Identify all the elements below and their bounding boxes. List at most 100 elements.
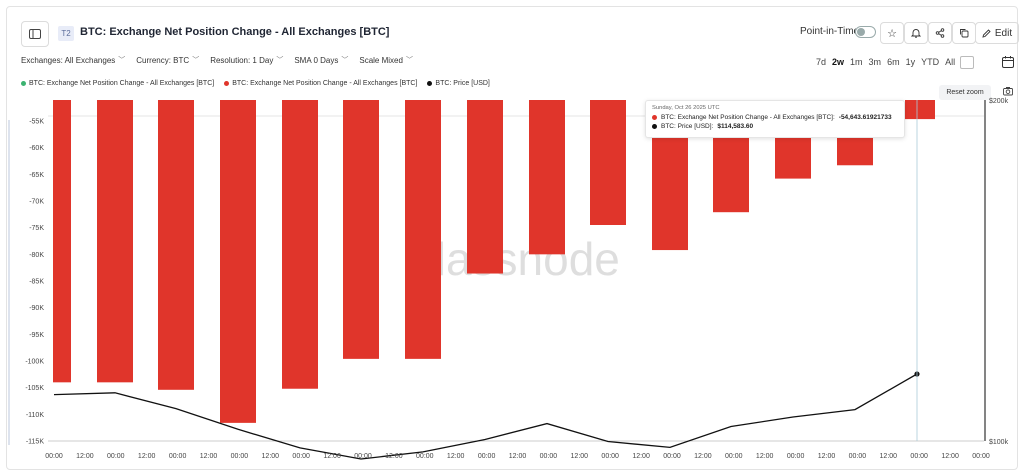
y-axis-tick-label: -75K <box>29 225 44 232</box>
x-axis-tick-label: 12:00 <box>323 453 341 460</box>
bar <box>282 100 318 389</box>
scale-filter[interactable]: Scale Mixed ﹀ <box>359 55 413 65</box>
x-axis-tick-label: 12:00 <box>447 453 465 460</box>
x-axis-tick-label: 12:00 <box>818 453 836 460</box>
bar <box>590 100 626 225</box>
chevron-down-icon: ﹀ <box>192 57 200 64</box>
tooltip-row-price: BTC: Price [USD]: $114,583.60 <box>652 123 898 130</box>
chart-title: BTC: Exchange Net Position Change - All … <box>80 26 390 38</box>
currency-filter[interactable]: Currency: BTC ﹀ <box>136 55 199 65</box>
y-axis-tick-label: -100K <box>25 359 44 366</box>
scale-filter-label: Scale Mixed <box>359 55 403 65</box>
x-axis-tick-label: 00:00 <box>663 453 681 460</box>
x-axis-tick-label: 12:00 <box>571 453 589 460</box>
scroll-indicator <box>8 120 10 445</box>
tooltip-label: BTC: Exchange Net Position Change - All … <box>661 114 835 121</box>
alert-button[interactable] <box>904 22 928 44</box>
tooltip-value: -54,643.61921733 <box>838 114 892 121</box>
x-axis-tick-label: 00:00 <box>725 453 743 460</box>
bar <box>529 100 565 255</box>
x-axis-tick-label: 00:00 <box>231 453 249 460</box>
resolution-filter-label: Resolution: 1 Day <box>210 55 274 65</box>
y-axis-tick-label: -115K <box>26 439 44 446</box>
x-axis-tick-label: 12:00 <box>941 453 959 460</box>
range-7d[interactable]: 7d <box>816 57 827 67</box>
favorite-button[interactable]: ☆ <box>880 22 904 44</box>
copy-icon <box>960 29 969 38</box>
sma-filter-label: SMA 0 Days <box>294 55 339 65</box>
filter-bar: Exchanges: All Exchanges ﹀ Currency: BTC ﹀… <box>21 55 413 65</box>
x-axis-tick-label: 12:00 <box>200 453 218 460</box>
range-selector: 7d 2w 1m 3m 6m 1y YTD All <box>813 55 975 69</box>
range-all[interactable]: All <box>945 57 956 67</box>
pencil-icon <box>982 28 991 38</box>
bar <box>467 100 503 274</box>
y-axis-tick-label: -110K <box>26 412 44 419</box>
legend-dot <box>21 81 26 86</box>
tooltip-dot <box>652 124 657 129</box>
legend-label: BTC: Price [USD] <box>435 80 490 87</box>
y-axis-tick-label: -90K <box>29 305 44 312</box>
currency-filter-label: Currency: BTC <box>136 55 190 65</box>
calendar-icon[interactable] <box>1001 55 1015 69</box>
chevron-down-icon: ﹀ <box>405 57 413 64</box>
edit-button[interactable]: Edit <box>975 22 1019 44</box>
legend-item[interactable]: BTC: Exchange Net Position Change - All … <box>21 80 214 87</box>
y-axis-tick-label: -60K <box>29 145 44 152</box>
x-axis-tick-label: 12:00 <box>385 453 403 460</box>
legend-item[interactable]: BTC: Exchange Net Position Change - All … <box>224 80 417 87</box>
sma-filter[interactable]: SMA 0 Days ﹀ <box>294 55 348 65</box>
point-in-time-label: Point-in-Time <box>800 26 860 37</box>
bar <box>905 100 935 120</box>
bar <box>53 100 71 383</box>
x-axis-tick-label: 00:00 <box>972 453 990 460</box>
sidebar-toggle-button[interactable] <box>21 21 49 47</box>
edit-label: Edit <box>994 27 1013 39</box>
chart-header: T2 BTC: Exchange Net Position Change - A… <box>7 7 1019 51</box>
tooltip-row-net-position: BTC: Exchange Net Position Change - All … <box>652 114 898 121</box>
bar <box>220 100 256 423</box>
x-axis-tick-label: 00:00 <box>540 453 558 460</box>
x-axis-tick-label: 12:00 <box>694 453 712 460</box>
x-axis-tick-label: 00:00 <box>107 453 125 460</box>
bell-icon <box>911 29 921 38</box>
camera-icon[interactable] <box>1003 86 1013 96</box>
custom-range-icon[interactable] <box>960 56 975 69</box>
exchanges-filter[interactable]: Exchanges: All Exchanges ﹀ <box>21 55 125 65</box>
y-axis-tick-label: -85K <box>29 279 44 286</box>
y-axis-tick-label: -80K <box>29 252 44 259</box>
y-axis-tick-label: -65K <box>29 172 44 179</box>
range-3m[interactable]: 3m <box>868 57 882 67</box>
x-axis-tick-label: 00:00 <box>601 453 619 460</box>
chart-legend: BTC: Exchange Net Position Change - All … <box>21 80 490 87</box>
reset-zoom-button[interactable]: Reset zoom <box>939 85 991 100</box>
share-button[interactable] <box>928 22 952 44</box>
range-ytd[interactable]: YTD <box>921 57 940 67</box>
range-1y[interactable]: 1y <box>905 57 916 67</box>
bar <box>97 100 133 383</box>
range-6m[interactable]: 6m <box>887 57 900 67</box>
exchanges-filter-label: Exchanges: All Exchanges <box>21 55 116 65</box>
right-axis-tick-label: $100k <box>989 439 1009 446</box>
x-axis-tick-label: 12:00 <box>76 453 94 460</box>
legend-item[interactable]: BTC: Price [USD] <box>427 80 490 87</box>
x-axis-tick-label: 12:00 <box>138 453 156 460</box>
point-in-time-toggle[interactable] <box>855 26 876 38</box>
x-axis-tick-label: 12:00 <box>509 453 527 460</box>
x-axis-tick-label: 12:00 <box>632 453 650 460</box>
legend-label: BTC: Exchange Net Position Change - All … <box>232 80 418 87</box>
range-2w[interactable]: 2w <box>832 57 845 67</box>
legend-dot <box>224 81 230 86</box>
x-axis-tick-label: 00:00 <box>478 453 496 460</box>
tooltip-dot <box>652 115 657 120</box>
bar <box>405 100 441 359</box>
y-axis-tick-label: -95K <box>29 332 44 339</box>
resolution-filter[interactable]: Resolution: 1 Day ﹀ <box>210 55 283 65</box>
range-1m[interactable]: 1m <box>850 57 863 67</box>
bar <box>158 100 194 390</box>
x-axis-tick-label: 00:00 <box>416 453 434 460</box>
legend-dot <box>427 81 433 86</box>
x-axis-tick-label: 00:00 <box>849 453 867 460</box>
y-axis-tick-label: -105K <box>25 385 44 392</box>
